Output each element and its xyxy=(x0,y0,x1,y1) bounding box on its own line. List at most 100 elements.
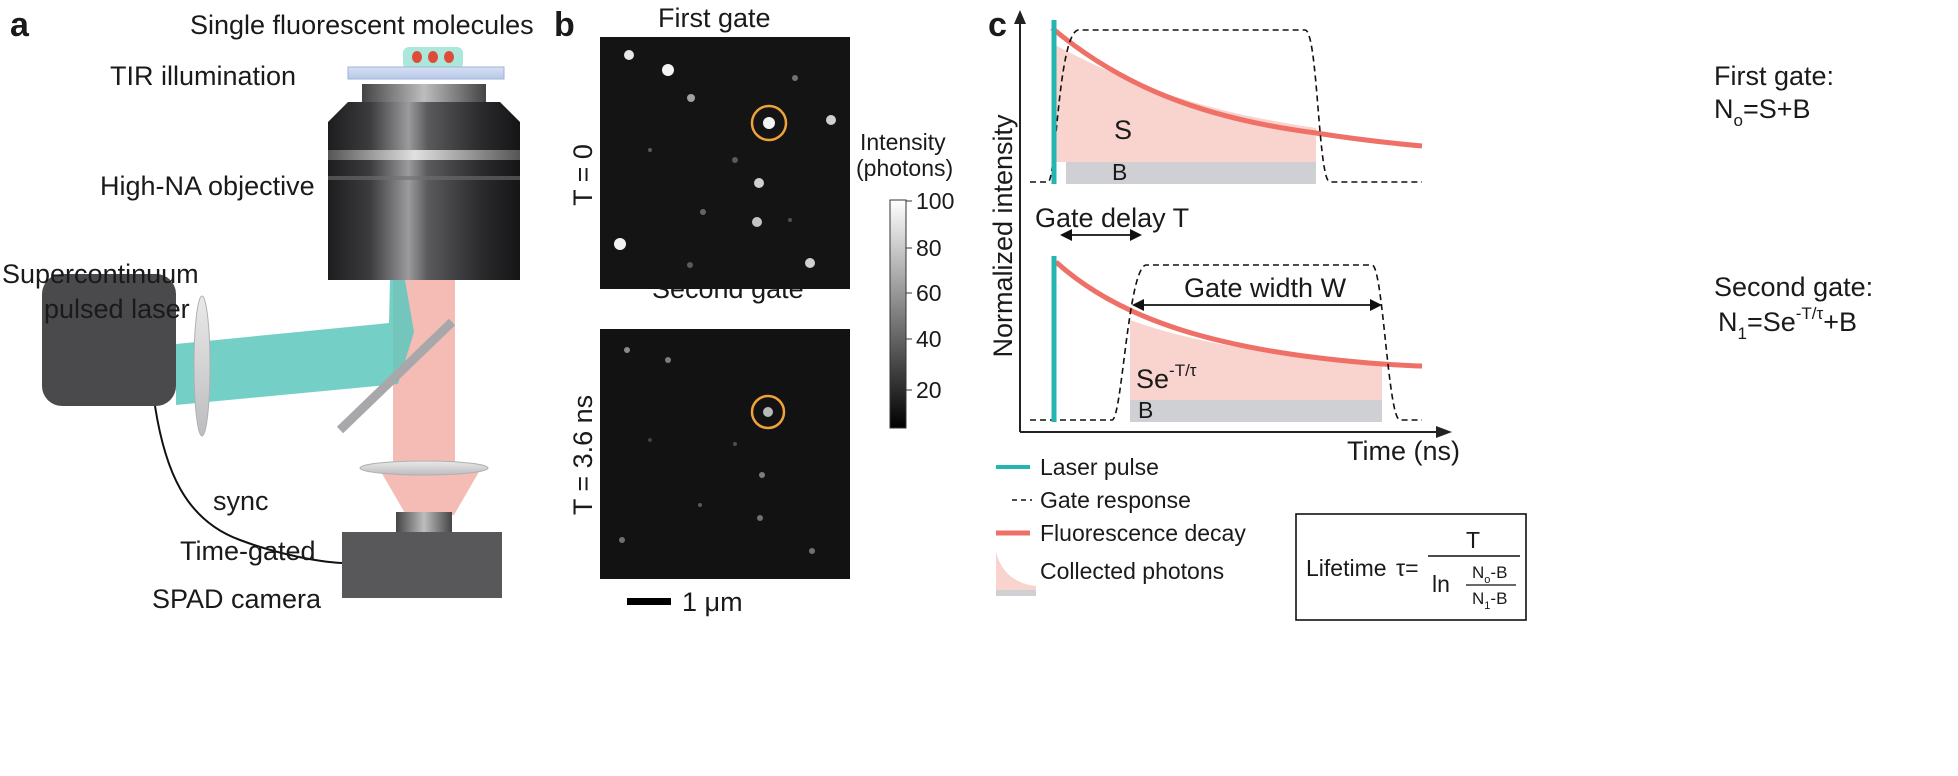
fluorescent-spot xyxy=(759,472,765,478)
fluorescent-spot xyxy=(733,442,737,446)
top-s-label: S xyxy=(1114,115,1132,145)
objective-label: High-NA objective xyxy=(100,171,315,201)
lifetime-box xyxy=(1295,513,1527,621)
scalebar xyxy=(627,598,671,605)
legend-collected-label: Collected photons xyxy=(1040,558,1224,584)
fluorescent-spot xyxy=(805,258,815,268)
first-gate-image xyxy=(600,37,850,289)
fluorescent-spot xyxy=(700,209,706,215)
lifetime-numerator: T xyxy=(1466,527,1480,553)
legend-decay-label: Fluorescence decay xyxy=(1040,520,1246,546)
camera-label-line2: SPAD camera xyxy=(152,584,322,614)
first-gate-equation: No=S+B xyxy=(1714,94,1811,130)
gate-width-arrow-right xyxy=(1370,299,1382,311)
first-gate-time-label: T = 0 xyxy=(568,144,598,206)
fluorescent-spot xyxy=(687,94,695,102)
fluorescent-spot xyxy=(662,64,674,76)
fluorescent-spot xyxy=(698,503,702,507)
legend-collected-swatch xyxy=(996,552,1036,596)
molecule-1 xyxy=(412,51,422,63)
y-axis-label: Normalized intensity xyxy=(988,114,1018,358)
objective-lens xyxy=(328,84,520,280)
lifetime-inner-top: No-B xyxy=(1472,563,1507,586)
colorbar-tick-label: 60 xyxy=(916,280,942,306)
dichroic-mirror xyxy=(336,318,456,434)
fluorescent-spot xyxy=(614,238,626,250)
gate-delay-label: Gate delay T xyxy=(1035,203,1189,233)
laser-label-line2: pulsed laser xyxy=(44,294,190,324)
first-gate-spots xyxy=(614,50,836,268)
bottom-b-label: B xyxy=(1138,397,1153,423)
panel-c-letter: c xyxy=(988,6,1007,44)
fluorescent-spot xyxy=(732,157,738,163)
fluorescent-spot xyxy=(757,515,763,521)
fluorescent-spot xyxy=(624,347,630,353)
bottom-gate-response xyxy=(1030,264,1422,421)
fluorescent-spot xyxy=(665,357,671,363)
fluorescent-spot xyxy=(788,218,792,222)
first-gate-image-title: First gate xyxy=(658,3,771,33)
second-gate-image xyxy=(600,329,850,579)
fluorescent-spot xyxy=(792,75,798,81)
highlight-circle-first xyxy=(750,104,788,142)
panel-a-letter: a xyxy=(10,6,30,44)
legend-laser-label: Laser pulse xyxy=(1040,454,1159,480)
bottom-collected-fill xyxy=(1130,320,1382,400)
bottom-background-bar xyxy=(1130,400,1382,422)
legend-gate-label: Gate response xyxy=(1040,487,1191,513)
lifetime-tau: τ= xyxy=(1396,555,1419,581)
top-background-bar xyxy=(1066,162,1316,184)
colorbar-title-line1: Intensity xyxy=(860,129,946,155)
sync-cable xyxy=(154,405,343,564)
second-gate-time-label: T = 3.6 ns xyxy=(568,395,598,515)
fluorescent-spot xyxy=(754,178,764,188)
excitation-beam xyxy=(176,280,414,405)
second-gate-title: Second gate: xyxy=(1714,272,1873,302)
first-gate-title: First gate: xyxy=(1714,61,1834,91)
y-axis-arrow xyxy=(1014,10,1026,24)
colorbar-tick-label: 40 xyxy=(916,326,942,352)
spad-camera xyxy=(342,512,502,598)
molecule-2 xyxy=(428,51,438,63)
molecules-label: Single fluorescent molecules xyxy=(190,10,534,40)
colorbar-title-line2: (photons) xyxy=(856,155,953,181)
colorbar-ticks: 100 80 60 40 20 xyxy=(906,188,954,403)
fluorescent-spot xyxy=(687,262,693,268)
colorbar-tick-label: 20 xyxy=(916,377,942,403)
gate-delay-arrow-left xyxy=(1060,229,1072,241)
scalebar-label: 1 μm xyxy=(682,587,743,617)
fluorescent-spot xyxy=(648,148,652,152)
sample-drop xyxy=(403,47,463,69)
lifetime-inner-bottom: N1-B xyxy=(1472,589,1507,612)
bottom-s-label: Se-T/τ xyxy=(1136,361,1197,394)
colorbar xyxy=(889,199,907,429)
panel-a: a Single fluorescent molecules TIR illum… xyxy=(2,6,534,614)
lifetime-ln: ln xyxy=(1432,571,1450,597)
sync-label: sync xyxy=(213,486,269,516)
gate-width-label: Gate width W xyxy=(1184,273,1347,303)
top-decay-curve xyxy=(1050,26,1423,149)
colorbar-tick-label: 80 xyxy=(916,235,942,261)
bottom-decay-curve xyxy=(1054,260,1423,369)
gate-delay-arrow-right xyxy=(1130,229,1142,241)
highlight-circle-second xyxy=(750,394,786,430)
camera-label-line1: Time-gated xyxy=(180,536,316,566)
fluorescent-spot xyxy=(624,50,634,60)
colorbar-tick-label: 100 xyxy=(916,188,954,214)
second-gate-spots xyxy=(619,347,815,554)
panel-b: b First gate Second gate T = 0 T = 3.6 n… xyxy=(554,3,954,617)
fluorescent-spot xyxy=(763,117,775,129)
tir-slide xyxy=(347,66,505,80)
fluorescent-spot xyxy=(619,537,625,543)
panel-b-letter: b xyxy=(554,6,575,44)
legend-collected-bar xyxy=(996,590,1036,596)
tube-lens xyxy=(359,460,489,476)
legend: Laser pulse Gate response Fluorescence d… xyxy=(996,454,1246,596)
laser-label-line1: Supercontinuum xyxy=(2,259,199,289)
excitation-lens xyxy=(193,295,211,437)
top-b-label: B xyxy=(1112,159,1127,185)
fluorescent-spot xyxy=(809,548,815,554)
laser-box xyxy=(42,274,176,406)
fluorescent-spot xyxy=(648,438,652,442)
